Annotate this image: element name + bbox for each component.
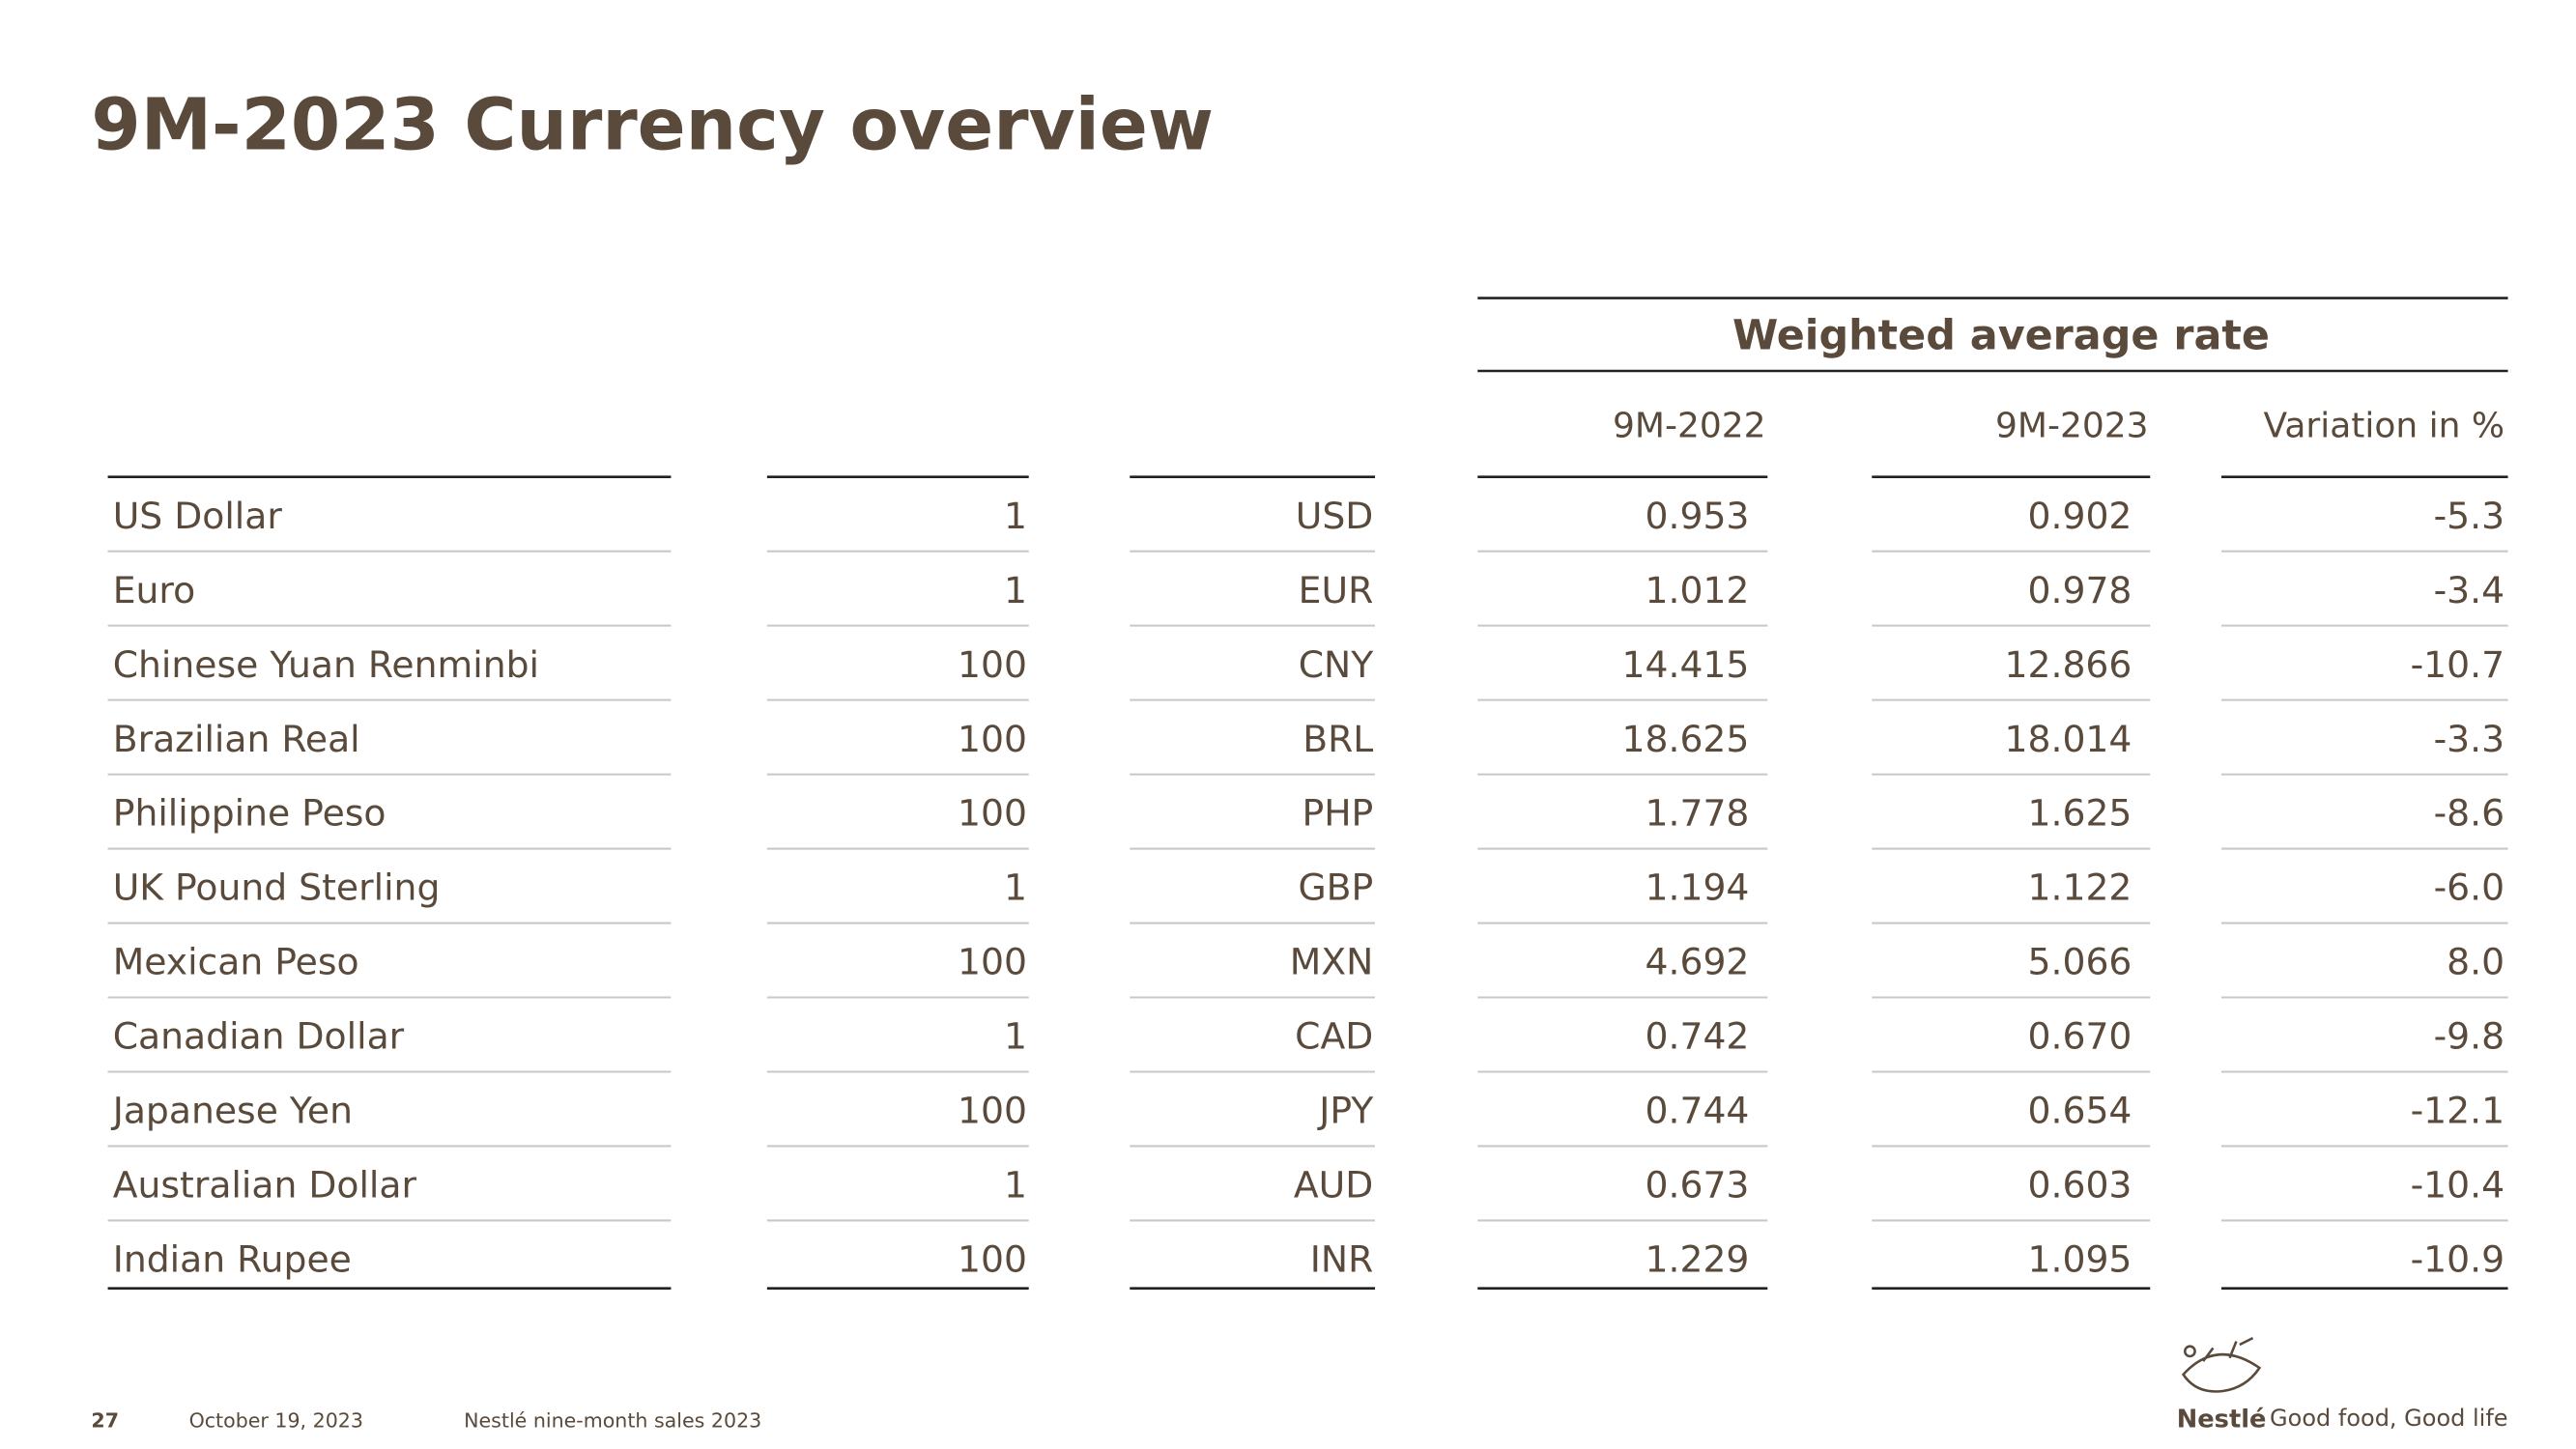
cell: -8.6 (2434, 792, 2505, 835)
cell: 4.692 (1645, 941, 1749, 983)
column-header: 9M-2023 (1995, 407, 2149, 446)
cell: 100 (958, 792, 1027, 835)
cell: CAD (1295, 1015, 1373, 1058)
cell: INR (1310, 1238, 1374, 1281)
cell: 100 (958, 941, 1027, 983)
cell: AUD (1294, 1164, 1373, 1207)
column-header: 9M-2022 (1613, 407, 1766, 446)
cell: JPY (1317, 1090, 1374, 1132)
slide-title: 9M-2023 Currency overview (91, 84, 1214, 166)
cell: -10.7 (2411, 643, 2505, 686)
cell: 0.902 (2027, 495, 2132, 537)
cell: 100 (958, 1238, 1027, 1281)
tagline: Good food, Good life (2270, 1405, 2508, 1432)
cell: GBP (1298, 867, 1373, 909)
cell: 14.415 (1621, 643, 1749, 686)
cell: -10.4 (2411, 1164, 2505, 1207)
cell: 100 (958, 1090, 1027, 1132)
cell: -5.3 (2434, 495, 2505, 537)
cell: Canadian Dollar (113, 1015, 405, 1058)
cell: -3.4 (2434, 569, 2505, 611)
cell: USD (1296, 495, 1374, 537)
cell: BRL (1302, 718, 1373, 760)
cell: 1.625 (2027, 792, 2132, 835)
footer-report: Nestlé nine-month sales 2023 (464, 1409, 761, 1433)
cell: 1.778 (1645, 792, 1749, 835)
cell: Brazilian Real (113, 718, 360, 760)
cell: 0.603 (2027, 1164, 2132, 1207)
brand: Nestlé (2177, 1406, 2267, 1435)
cell: 0.742 (1645, 1015, 1749, 1058)
cell: 1 (1004, 1015, 1027, 1058)
cell: 1.012 (1645, 569, 1749, 611)
cell: Chinese Yuan Renminbi (113, 643, 539, 686)
cell: US Dollar (113, 495, 283, 537)
cell: -9.8 (2434, 1015, 2505, 1058)
cell: Australian Dollar (113, 1164, 417, 1207)
cell: UK Pound Sterling (113, 867, 441, 909)
cell: 1.194 (1645, 867, 1749, 909)
cell: PHP (1302, 792, 1373, 835)
cell: Philippine Peso (113, 792, 386, 835)
cell: EUR (1299, 569, 1374, 611)
cell: 0.654 (2027, 1090, 2132, 1132)
cell: 18.625 (1621, 718, 1749, 760)
logo-icon (2181, 1336, 2262, 1393)
cell: 8.0 (2447, 941, 2504, 983)
group-header: Weighted average rate (1732, 312, 2270, 360)
cell: 0.978 (2027, 569, 2132, 611)
cell: 18.014 (2004, 718, 2132, 760)
cell: 1 (1004, 495, 1027, 537)
cell: Indian Rupee (113, 1238, 352, 1281)
column-header: Variation in % (2264, 407, 2505, 446)
cell: 1.122 (2027, 867, 2132, 909)
footer-date: October 19, 2023 (189, 1409, 363, 1433)
cell: 0.670 (2027, 1015, 2132, 1058)
cell: 1 (1004, 1164, 1027, 1207)
cell: 1 (1004, 569, 1027, 611)
page-number: 27 (91, 1409, 119, 1433)
cell: 0.673 (1645, 1164, 1749, 1207)
cell: 0.744 (1645, 1090, 1749, 1132)
cell: 5.066 (2027, 941, 2132, 983)
cell: Mexican Peso (113, 941, 359, 983)
cell: Euro (113, 569, 195, 611)
cell: 100 (958, 718, 1027, 760)
cell: -3.3 (2434, 718, 2505, 760)
cell: MXN (1290, 941, 1374, 983)
cell: 100 (958, 643, 1027, 686)
cell: 1.095 (2027, 1238, 2132, 1281)
cell: -12.1 (2411, 1090, 2505, 1132)
cell: Japanese Yen (111, 1090, 353, 1132)
cell: 0.953 (1645, 495, 1749, 537)
cell: CNY (1299, 643, 1375, 686)
cell: -10.9 (2411, 1238, 2505, 1281)
cell: 1 (1004, 867, 1027, 909)
cell: 12.866 (2004, 643, 2132, 686)
cell: 1.229 (1645, 1238, 1749, 1281)
cell: -6.0 (2434, 867, 2505, 909)
